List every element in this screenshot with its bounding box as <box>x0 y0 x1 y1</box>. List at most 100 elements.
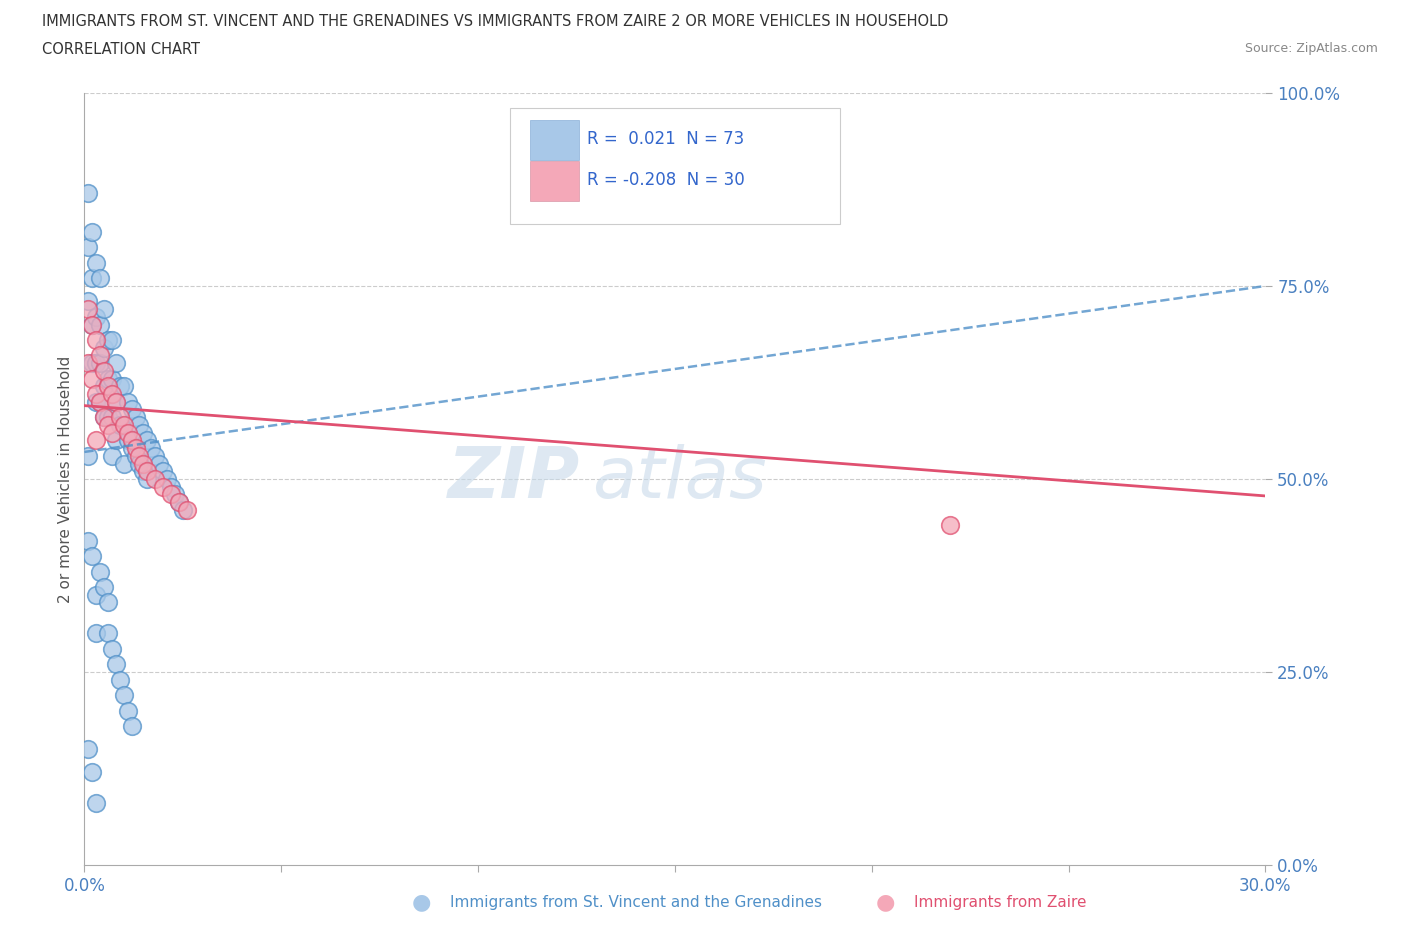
Point <box>136 433 159 448</box>
Point <box>136 472 159 486</box>
Point <box>128 456 150 471</box>
Point <box>124 441 146 456</box>
Point <box>93 340 115 355</box>
Point <box>82 356 104 371</box>
Point <box>93 410 115 425</box>
Point <box>97 595 120 610</box>
Text: Immigrants from St. Vincent and the Grenadines: Immigrants from St. Vincent and the Gren… <box>450 895 823 910</box>
Point <box>121 719 143 734</box>
Point <box>124 410 146 425</box>
Text: R = -0.208  N = 30: R = -0.208 N = 30 <box>588 171 745 189</box>
Point <box>82 224 104 239</box>
Point <box>104 657 127 671</box>
Text: ZIP: ZIP <box>449 445 581 513</box>
Point <box>97 418 120 432</box>
Point <box>89 356 111 371</box>
Point <box>77 186 100 201</box>
Point <box>84 310 107 325</box>
Point <box>77 356 100 371</box>
Point <box>101 333 124 348</box>
FancyBboxPatch shape <box>530 120 579 160</box>
Point <box>104 356 127 371</box>
Text: R =  0.021  N = 73: R = 0.021 N = 73 <box>588 130 745 148</box>
Point <box>148 456 170 471</box>
Point <box>82 317 104 332</box>
Text: Immigrants from Zaire: Immigrants from Zaire <box>914 895 1087 910</box>
Point <box>97 379 120 393</box>
Point <box>160 479 183 494</box>
Point <box>97 333 120 348</box>
Point <box>89 394 111 409</box>
Text: atlas: atlas <box>592 445 766 513</box>
Point <box>89 394 111 409</box>
Point <box>82 317 104 332</box>
Point <box>121 433 143 448</box>
Point <box>104 394 127 409</box>
Point <box>101 448 124 463</box>
Point <box>112 687 135 702</box>
Point <box>84 796 107 811</box>
Point <box>82 271 104 286</box>
Point <box>121 441 143 456</box>
Point <box>163 487 186 502</box>
Point <box>101 387 124 402</box>
Point <box>143 448 166 463</box>
Text: Source: ZipAtlas.com: Source: ZipAtlas.com <box>1244 42 1378 55</box>
Point <box>77 533 100 548</box>
Point <box>132 456 155 471</box>
Point <box>108 410 131 425</box>
Point <box>89 317 111 332</box>
Text: ●: ● <box>876 892 896 912</box>
Point <box>152 464 174 479</box>
Point <box>132 464 155 479</box>
Point <box>84 394 107 409</box>
Point <box>97 626 120 641</box>
Point <box>89 271 111 286</box>
Point <box>112 418 135 432</box>
Point <box>93 364 115 379</box>
Point <box>112 418 135 432</box>
Point <box>104 394 127 409</box>
Point <box>117 394 139 409</box>
Point <box>156 472 179 486</box>
Y-axis label: 2 or more Vehicles in Household: 2 or more Vehicles in Household <box>58 355 73 603</box>
Point <box>136 464 159 479</box>
Point <box>176 502 198 517</box>
Point <box>167 495 190 510</box>
Point <box>121 402 143 417</box>
Point <box>82 764 104 779</box>
Point <box>104 433 127 448</box>
Point <box>77 294 100 309</box>
Point <box>152 479 174 494</box>
Point <box>128 418 150 432</box>
Point <box>93 379 115 393</box>
FancyBboxPatch shape <box>509 109 841 224</box>
Text: ●: ● <box>412 892 432 912</box>
Point <box>77 448 100 463</box>
Point <box>84 387 107 402</box>
Point <box>132 425 155 440</box>
Point <box>101 410 124 425</box>
Point <box>143 472 166 486</box>
Point <box>101 425 124 440</box>
Point <box>84 256 107 271</box>
Point <box>84 333 107 348</box>
Point <box>84 433 107 448</box>
Point <box>112 456 135 471</box>
Point <box>89 348 111 363</box>
FancyBboxPatch shape <box>530 161 579 201</box>
Point <box>93 301 115 316</box>
Point <box>84 356 107 371</box>
Point <box>93 579 115 594</box>
Point <box>167 495 190 510</box>
Point <box>77 301 100 316</box>
Point <box>939 518 962 533</box>
Point <box>93 410 115 425</box>
Point <box>97 371 120 386</box>
Point <box>172 502 194 517</box>
Point <box>108 379 131 393</box>
Point <box>128 448 150 463</box>
Point <box>124 448 146 463</box>
Point <box>117 425 139 440</box>
Point <box>117 703 139 718</box>
